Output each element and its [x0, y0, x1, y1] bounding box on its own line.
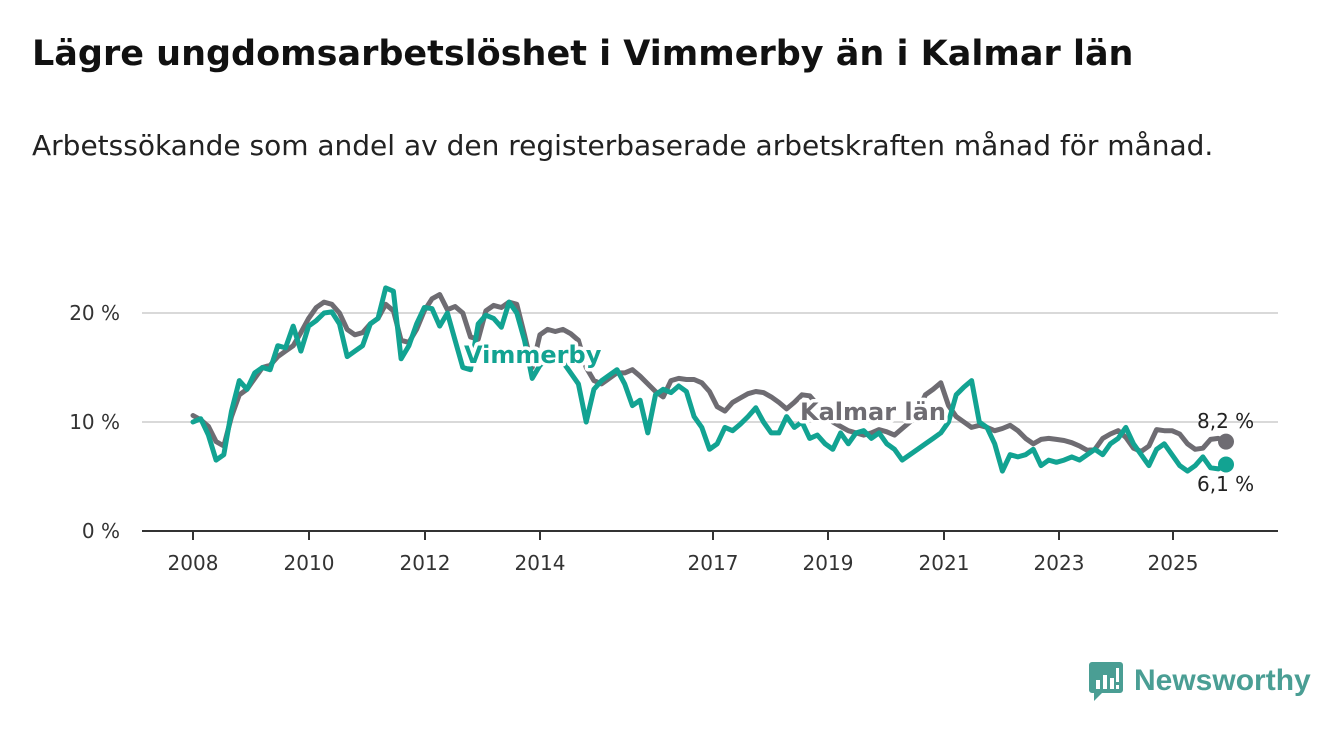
x-tick-label: 2025: [1148, 551, 1199, 575]
end-point-kalmar-län: [1218, 433, 1234, 450]
newsworthy-logo-icon: [1089, 662, 1123, 701]
y-axis-ticks: 0 % 10 % 20 %: [69, 301, 120, 543]
series-lines: [190, 285, 1234, 474]
end-label-kalmar: 8,2 %: [1197, 409, 1254, 433]
x-tick-label: 2021: [919, 551, 970, 575]
gridlines: [142, 312, 1278, 423]
x-tick-label: 2023: [1034, 551, 1085, 575]
brand-name: Newsworthy: [1134, 664, 1311, 697]
x-axis-ticks: 2008 2010 2012 2014 2017 2019 2021 2023 2025: [168, 531, 1199, 575]
newsworthy-logo: Newsworthy: [1088, 660, 1311, 702]
x-tick-label: 2017: [688, 551, 739, 575]
end-point-vimmerby: [1218, 456, 1234, 473]
x-tick-label: 2019: [803, 551, 854, 575]
end-label-vimmerby: 6,1 %: [1197, 472, 1254, 496]
series-label-vimmerby: Vimmerby: [464, 341, 602, 369]
series-label-kalmar-halo: Kalmar län: [800, 398, 946, 426]
x-tick-label: 2012: [400, 551, 451, 575]
chart-title: Lägre ungdomsarbetslöshet i Vimmerby än …: [32, 34, 1134, 74]
series-label-vimmerby-halo: Vimmerby: [464, 341, 602, 369]
y-tick-label: 20 %: [69, 301, 120, 325]
chart-subtitle: Arbetssökande som andel av den registerb…: [32, 129, 1214, 162]
x-tick-label: 2010: [284, 551, 335, 575]
x-tick-label: 2014: [515, 551, 566, 575]
series-line-kalmar-län: [190, 292, 1229, 454]
x-tick-label: 2008: [168, 551, 219, 575]
y-tick-label: 10 %: [69, 410, 120, 434]
series-label-kalmar: Kalmar län: [800, 398, 946, 426]
series-line-vimmerby: [190, 285, 1229, 474]
y-tick-label: 0 %: [82, 519, 120, 543]
